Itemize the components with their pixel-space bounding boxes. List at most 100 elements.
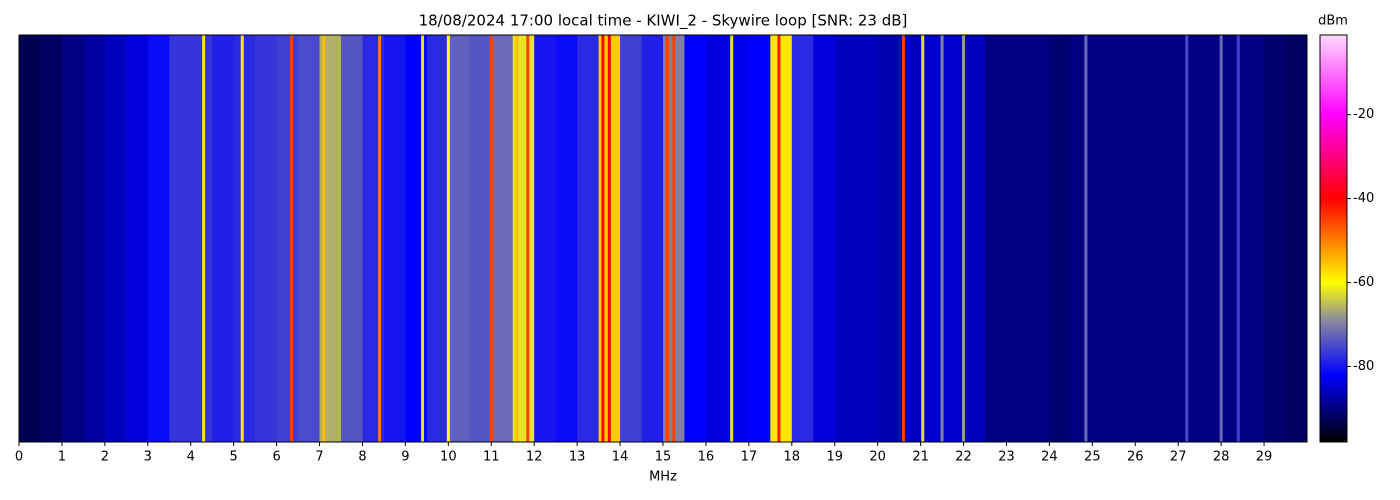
x-tick-label: 22 (955, 450, 972, 465)
spectrum-band (877, 35, 900, 442)
spectrum-band (684, 35, 707, 442)
colorbar-tick-label: -20 (1353, 107, 1374, 122)
spectrum-band (83, 35, 106, 442)
carrier-line (240, 35, 244, 442)
chart-title: 18/08/2024 17:00 local time - KIWI_2 - S… (419, 12, 908, 31)
carrier-line (322, 35, 326, 442)
spectrum-band (298, 35, 321, 442)
x-tick-label: 15 (655, 450, 672, 465)
x-tick-label: 24 (1041, 450, 1058, 465)
x-tick-label: 4 (187, 450, 195, 465)
x-tick-label: 21 (912, 450, 929, 465)
spectrum-band (620, 35, 643, 442)
carrier-line (665, 35, 669, 442)
spectrum-band (40, 35, 63, 442)
spectrum-band (1135, 35, 1158, 442)
spectrum-band (985, 35, 1007, 442)
spectrum-band (448, 35, 471, 442)
x-tick-label: 27 (1170, 450, 1187, 465)
spectrum-band (963, 35, 986, 442)
spectrum-band (834, 35, 857, 442)
x-tick-label: 12 (526, 450, 543, 465)
carrier-line (921, 35, 925, 442)
carrier-line (290, 35, 294, 442)
x-tick-label: 28 (1213, 450, 1230, 465)
x-tick-label: 17 (741, 450, 758, 465)
colorbar-tick-label: -80 (1353, 359, 1374, 374)
spectrum-band (255, 35, 278, 442)
spectrum-band (1264, 35, 1287, 442)
x-tick-label: 0 (15, 450, 23, 465)
spectrum-band (942, 35, 965, 442)
spectrum-band (233, 35, 256, 442)
carrier-line (672, 35, 676, 442)
x-tick-label: 25 (1084, 450, 1101, 465)
spectrum-band (748, 35, 771, 442)
carrier-line (601, 35, 605, 442)
carrier-line (1236, 35, 1240, 442)
spectrum-band (190, 35, 213, 442)
carrier-line (607, 35, 611, 442)
x-tick-label: 6 (272, 450, 280, 465)
colorbar-tick-label: -60 (1353, 275, 1374, 290)
colorbar (1319, 34, 1348, 443)
spectrum-band (577, 35, 600, 442)
x-tick-label: 13 (569, 450, 586, 465)
spectrum-band (791, 35, 814, 442)
spectrum-band (383, 35, 406, 442)
spectrum-band (276, 35, 299, 442)
spectrum-band (856, 35, 879, 442)
spectrum-band (61, 35, 84, 442)
colorbar-tick-label: -40 (1353, 191, 1374, 206)
spectrum-band (491, 35, 514, 442)
spectrum-band (341, 35, 363, 442)
x-tick-label: 9 (401, 450, 409, 465)
carrier-line (962, 35, 966, 442)
x-tick-label: 5 (230, 450, 238, 465)
x-tick-label: 11 (483, 450, 500, 465)
carrier-line (777, 35, 781, 442)
carrier-line (901, 35, 905, 442)
spectrum-band (1092, 35, 1115, 442)
carrier-line (446, 35, 450, 442)
spectrum-band (147, 35, 170, 442)
spectrum-band (426, 35, 449, 442)
spectrum-band (169, 35, 192, 442)
spectrum-band (1027, 35, 1050, 442)
spectrum-band (813, 35, 836, 442)
spectrum-band (534, 35, 557, 442)
spectrum-band (469, 35, 492, 442)
spectrum-band (1070, 35, 1093, 442)
spectrum-band (920, 35, 943, 442)
x-tick-label: 7 (315, 450, 323, 465)
spectrum-band (1199, 35, 1222, 442)
x-tick-label: 18 (784, 450, 801, 465)
spectrum-band (1049, 35, 1072, 442)
carrier-line (515, 35, 519, 442)
x-tick-label: 2 (101, 450, 109, 465)
x-tick-label: 10 (440, 450, 457, 465)
x-tick-label: 8 (358, 450, 366, 465)
spectrum-band (555, 35, 578, 442)
carrier-line (1219, 35, 1223, 442)
spectrum-band (1242, 35, 1265, 442)
carrier-line (730, 35, 734, 442)
carrier-line (1185, 35, 1189, 442)
carrier-line (940, 35, 944, 442)
spectrum-band (19, 35, 41, 442)
carrier-line (526, 35, 530, 442)
spectrum-band (212, 35, 235, 442)
colorbar-label: dBm (1318, 14, 1348, 29)
spectrum-band (1156, 35, 1179, 442)
spectrum-band (1113, 35, 1136, 442)
x-tick-label: 20 (869, 450, 886, 465)
x-tick-label: 16 (698, 450, 715, 465)
spectrum-band (126, 35, 149, 442)
x-tick-label: 1 (58, 450, 66, 465)
carrier-line (489, 35, 493, 442)
carrier-line (202, 35, 206, 442)
x-axis-label: MHz (649, 470, 677, 485)
spectrum-band (1006, 35, 1029, 442)
carrier-line (421, 35, 425, 442)
